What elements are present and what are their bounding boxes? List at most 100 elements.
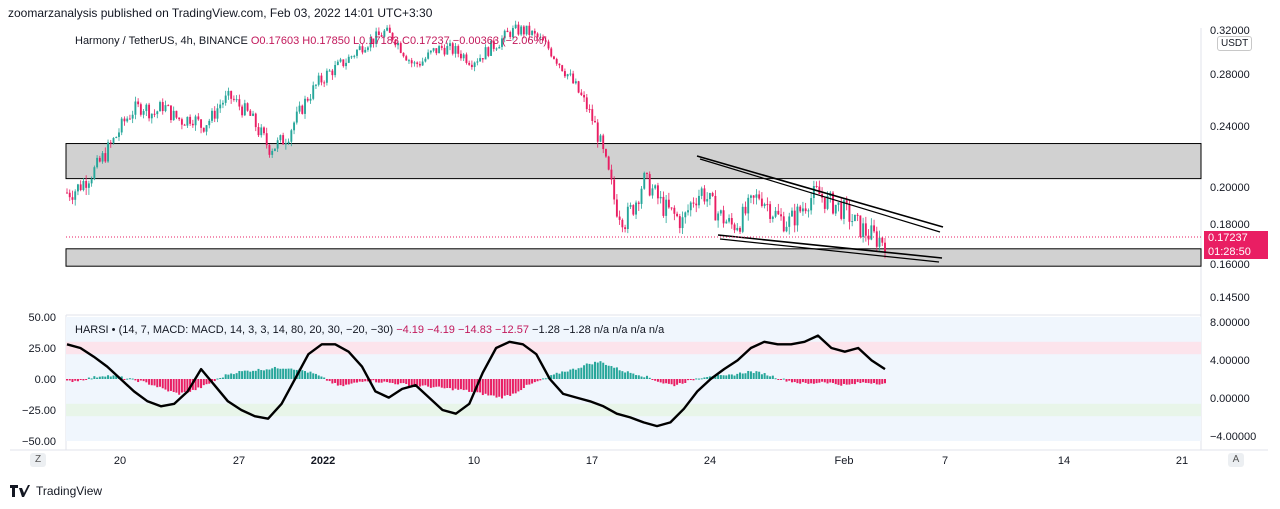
tradingview-logo-icon	[10, 485, 30, 497]
harsi-right-tick-label: 0.00000	[1210, 393, 1250, 405]
candle-body	[394, 40, 397, 46]
candle-body	[342, 59, 345, 67]
harsi-bar	[823, 379, 826, 383]
candle-body	[345, 62, 348, 67]
candle-body	[503, 30, 506, 39]
candle-body	[137, 101, 140, 105]
harsi-bar	[377, 379, 380, 383]
harsi-bar	[284, 368, 287, 379]
harsi-bar	[862, 379, 865, 383]
candle-body	[189, 116, 192, 124]
price-axis: 0.32000 0.28000 0.24000 0.20000 0.18000 0.160…	[1210, 25, 1250, 304]
candle-body	[216, 108, 219, 119]
candle-body	[834, 204, 837, 214]
harsi-value: −4.19	[396, 324, 425, 336]
candle-body	[618, 216, 621, 220]
candle-body	[429, 50, 432, 53]
candle-body	[574, 81, 577, 84]
harsi-bar	[279, 368, 282, 379]
harsi-bar	[881, 379, 884, 384]
candle-body	[870, 225, 873, 240]
candle-body	[211, 110, 213, 121]
candle-body	[347, 56, 350, 63]
candle-body	[265, 133, 268, 146]
harsi-bar	[558, 373, 561, 379]
candle-body	[205, 125, 208, 132]
time-tick-label: 2022	[311, 455, 335, 467]
candle-body	[361, 46, 364, 53]
candle-body	[451, 43, 454, 54]
candle-body	[235, 99, 238, 101]
harsi-bar	[766, 375, 769, 379]
candle-body	[391, 32, 394, 41]
harsi-bar	[793, 379, 796, 383]
auto-scale-button[interactable]: A	[1228, 453, 1244, 467]
harsi-bar	[588, 363, 591, 379]
harsi-bar	[449, 379, 452, 389]
candle-body	[202, 127, 205, 132]
candle-body	[230, 90, 233, 99]
candle-body	[418, 63, 421, 66]
candle-body	[96, 157, 99, 168]
wedge-upper-line	[699, 158, 941, 233]
candle-body	[812, 185, 815, 199]
harsi-bar	[788, 379, 791, 381]
time-tick-label: 10	[468, 455, 480, 467]
harsi-right-tick-label: 8.00000	[1210, 317, 1250, 329]
candle-body	[358, 46, 361, 50]
harsi-bar	[591, 364, 594, 379]
harsi-bar	[741, 373, 744, 379]
wedge-lower-line	[719, 238, 940, 263]
harsi-value: n/a	[593, 324, 610, 336]
harsi-bar	[79, 379, 82, 380]
candle-body	[760, 198, 763, 206]
candle-body	[566, 74, 569, 77]
wedge-lines	[696, 155, 944, 263]
harsi-bar	[126, 378, 129, 380]
harsi-bar	[522, 379, 525, 389]
harsi-right-tick-label: −4.00000	[1210, 431, 1256, 443]
harsi-bar	[268, 369, 271, 379]
candle-body	[801, 208, 804, 212]
candle-body	[312, 85, 315, 99]
legend-open: O0.17603	[250, 35, 300, 47]
candle-body	[796, 206, 799, 226]
harsi-bar	[870, 379, 873, 384]
candle-body	[673, 207, 676, 214]
zoom-button[interactable]: Z	[30, 453, 46, 467]
harsi-bar	[875, 379, 878, 385]
harsi-bar	[309, 371, 312, 379]
harsi-bar	[320, 376, 323, 379]
harsi-bar	[659, 379, 662, 383]
candle-body	[334, 64, 337, 76]
harsi-bar	[418, 379, 421, 387]
currency-button[interactable]: USDT	[1217, 36, 1253, 51]
harsi-bar	[695, 378, 698, 380]
candle-body	[859, 215, 862, 238]
harsi-bar	[725, 375, 728, 379]
candle-body	[725, 221, 728, 224]
candle-body	[799, 206, 802, 212]
harsi-bar	[613, 367, 616, 379]
candle-body	[832, 192, 834, 214]
harsi-bar	[856, 379, 859, 383]
harsi-bar	[427, 379, 430, 387]
harsi-histogram	[66, 361, 886, 399]
candle-body	[257, 127, 260, 136]
candle-body	[777, 210, 780, 215]
harsi-bar	[104, 376, 107, 379]
harsi-bar	[298, 368, 301, 379]
harsi-bar	[386, 379, 389, 383]
harsi-bar	[533, 379, 536, 383]
harsi-bar	[230, 373, 233, 379]
harsi-bar	[262, 370, 265, 379]
harsi-bar	[561, 371, 564, 379]
candle-body	[569, 73, 572, 75]
harsi-bar	[867, 379, 870, 384]
harsi-bar	[544, 378, 547, 380]
candle-body	[495, 48, 498, 50]
candle-body	[213, 110, 216, 119]
candle-body	[315, 84, 317, 86]
harsi-bar	[594, 361, 597, 379]
